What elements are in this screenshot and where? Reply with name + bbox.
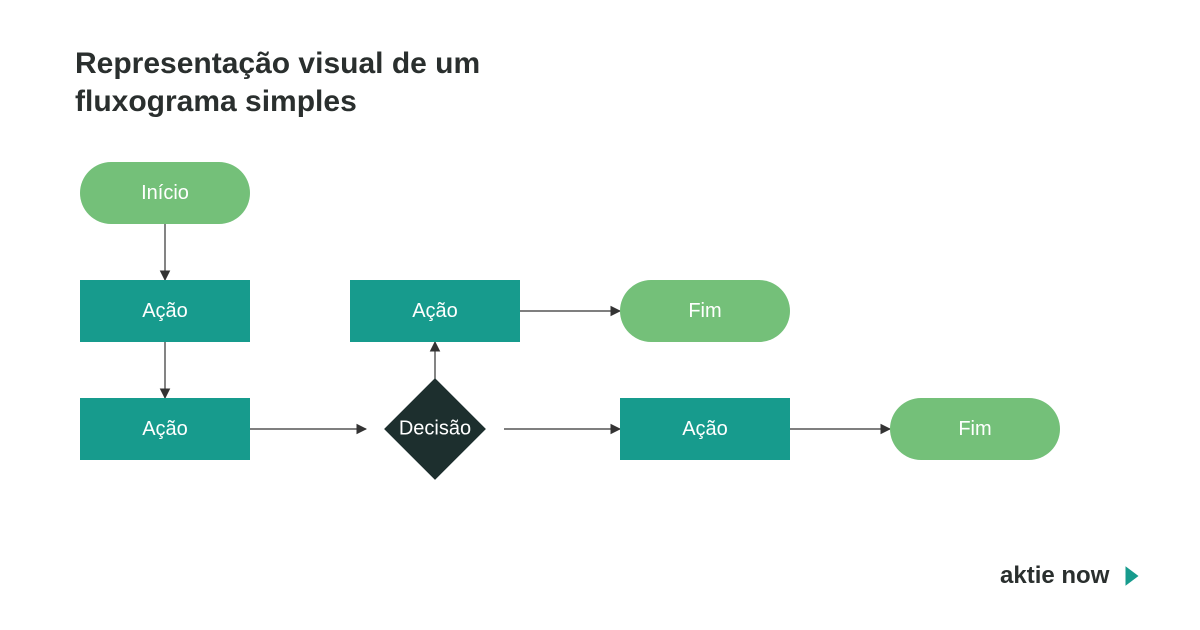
flowchart-terminator-node: Fim (890, 398, 1060, 460)
brand-chevron-icon (1119, 563, 1145, 589)
flowchart-process-node: Ação (350, 280, 520, 342)
flowchart-terminator-node: Início (80, 162, 250, 224)
brand-logo: aktie now (1000, 562, 1145, 590)
flowchart-process-node: Ação (620, 398, 790, 460)
brand-text: aktie now (1000, 562, 1109, 590)
flowchart-process-node: Ação (80, 398, 250, 460)
flowchart-terminator-node: Fim (620, 280, 790, 342)
flowchart-decision-node: Decisão (340, 398, 530, 460)
flowchart-node-label: Decisão (399, 418, 471, 441)
flowchart-process-node: Ação (80, 280, 250, 342)
page-title: Representação visual de umfluxograma sim… (75, 45, 480, 120)
